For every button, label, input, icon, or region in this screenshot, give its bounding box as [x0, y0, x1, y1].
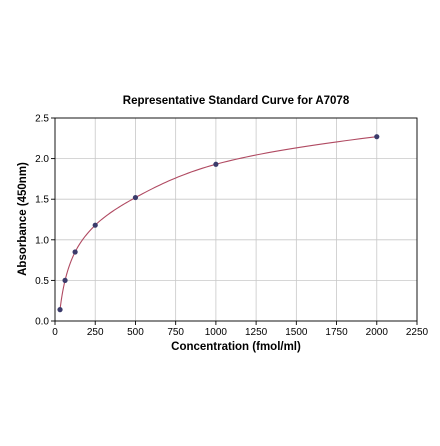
x-axis-title: Concentration (fmol/ml) [171, 341, 301, 353]
data-point [92, 222, 98, 228]
x-tick-label: 750 [167, 327, 184, 338]
x-tick-label: 2250 [406, 327, 429, 338]
data-point [57, 307, 63, 313]
data-points [57, 134, 380, 313]
chart-title: Representative Standard Curve for A7078 [123, 95, 350, 107]
x-axis: 0 250 500 750 1000 1250 1500 1750 2000 2250 [52, 321, 429, 338]
y-tick-label: 1.0 [35, 235, 49, 246]
data-point [213, 161, 219, 167]
data-point [132, 194, 139, 201]
data-point [72, 249, 78, 255]
y-tick-label: 1.5 [35, 195, 49, 206]
x-tick-label: 1000 [205, 327, 228, 338]
x-tick-label: 0 [52, 327, 58, 338]
fit-curve-line [59, 136, 377, 310]
y-axis-title: Absorbance (450nm) [17, 162, 29, 276]
data-point [374, 134, 380, 140]
y-tick-label: 2.5 [35, 114, 49, 125]
x-tick-label: 1750 [325, 327, 348, 338]
y-axis: 0.0 0.5 1.0 1.5 2.0 2.5 [35, 114, 55, 328]
x-tick-label: 2000 [366, 327, 389, 338]
x-tick-label: 500 [127, 327, 144, 338]
x-tick-label: 250 [87, 327, 104, 338]
grid-lines [54, 117, 418, 322]
x-tick-label: 1250 [245, 327, 268, 338]
y-tick-label: 0.5 [35, 276, 49, 287]
x-tick-label: 1500 [285, 327, 308, 338]
plot-frame [54, 117, 418, 322]
y-tick-label: 0.0 [35, 317, 49, 328]
data-point [62, 277, 68, 283]
y-tick-label: 2.0 [35, 154, 49, 165]
